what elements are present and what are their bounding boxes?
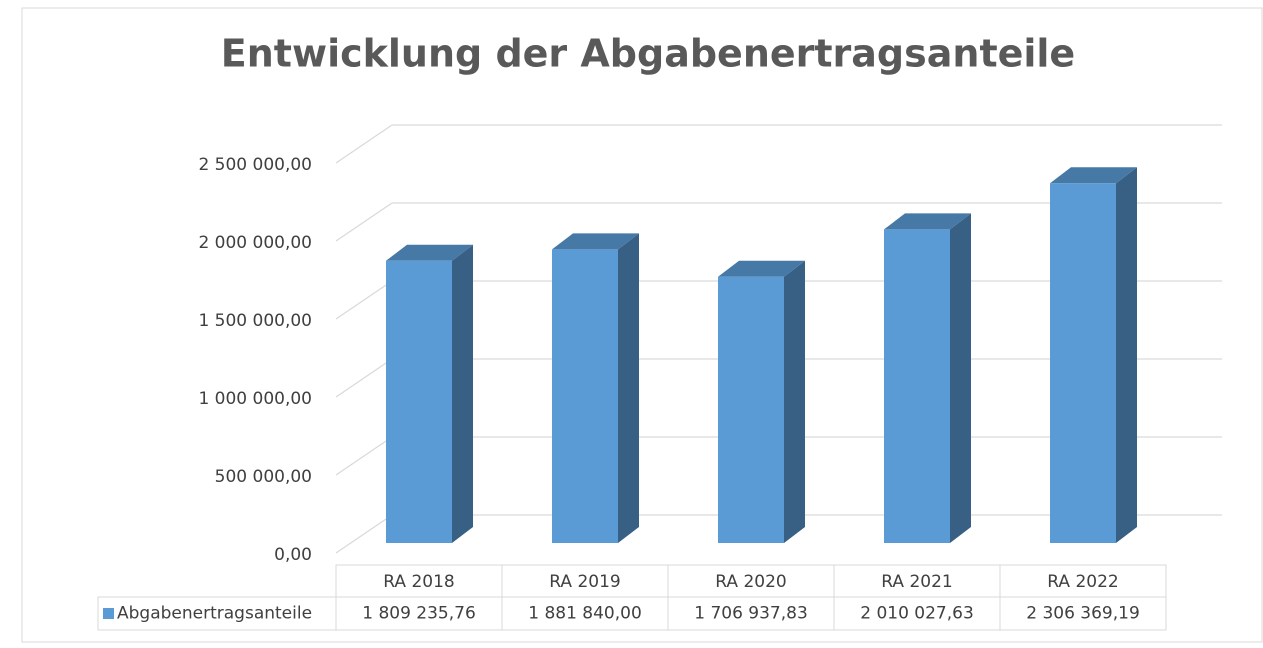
bar-side bbox=[452, 244, 473, 543]
bar-top bbox=[1050, 167, 1137, 184]
bar bbox=[1050, 183, 1116, 543]
x-tick-label: RA 2019 bbox=[549, 572, 620, 592]
bar bbox=[552, 249, 618, 543]
table-value: 2 010 027,63 bbox=[860, 604, 974, 624]
grid-line bbox=[335, 436, 393, 476]
grid-line bbox=[335, 124, 393, 164]
bar-top bbox=[718, 260, 805, 277]
legend-label: Abgabenertragsanteile bbox=[117, 604, 312, 624]
grid-line bbox=[335, 514, 393, 554]
bar-side bbox=[784, 260, 805, 543]
x-tick-label: RA 2020 bbox=[715, 572, 786, 592]
y-tick-label: 2 000 000,00 bbox=[198, 233, 312, 253]
bar-side bbox=[618, 233, 639, 543]
legend-swatch bbox=[103, 608, 114, 619]
x-tick-label: RA 2022 bbox=[1047, 572, 1118, 592]
bar-side bbox=[1116, 167, 1137, 543]
y-tick-label: 1 500 000,00 bbox=[198, 311, 312, 331]
table-value: 2 306 369,19 bbox=[1026, 604, 1140, 624]
y-tick-label: 2 500 000,00 bbox=[198, 155, 312, 175]
bar-top bbox=[552, 233, 639, 250]
table-value: 1 881 840,00 bbox=[528, 604, 642, 624]
grid-line bbox=[335, 358, 393, 398]
bar-side bbox=[950, 213, 971, 544]
y-tick-label: 0,00 bbox=[274, 545, 312, 565]
y-tick-label: 1 000 000,00 bbox=[198, 389, 312, 409]
x-tick-label: RA 2018 bbox=[383, 572, 454, 592]
y-tick-label: 500 000,00 bbox=[215, 467, 312, 487]
grid-line bbox=[335, 280, 393, 320]
bar bbox=[718, 276, 784, 543]
bar-top bbox=[386, 244, 473, 261]
bar bbox=[884, 229, 950, 544]
table-value: 1 706 937,83 bbox=[694, 604, 808, 624]
bar-top bbox=[884, 213, 971, 230]
chart-title: Entwicklung der Abgabenertragsanteile bbox=[221, 32, 1075, 76]
bar bbox=[386, 260, 452, 543]
x-tick-label: RA 2021 bbox=[881, 572, 952, 592]
grid-line bbox=[335, 202, 393, 242]
table-value: 1 809 235,76 bbox=[362, 604, 476, 624]
